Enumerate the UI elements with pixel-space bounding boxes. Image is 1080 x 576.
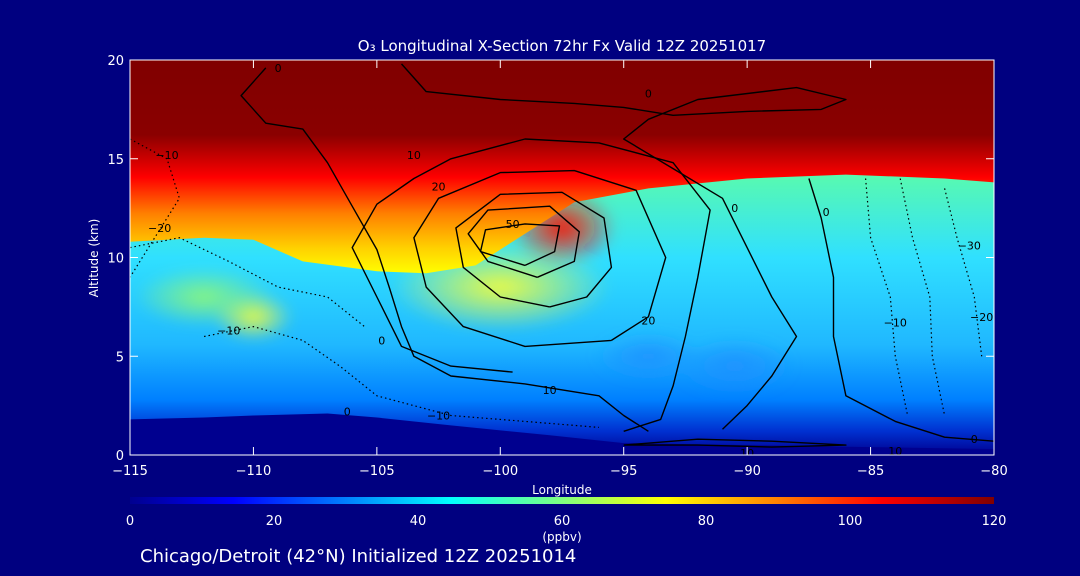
x-tick-label-0: −115: [112, 464, 148, 479]
colorbar-tick-label-6: 120: [982, 514, 1007, 529]
contour-line-1: [400, 63, 847, 430]
contour-line-0: [240, 67, 649, 432]
x-axis-ticks: −115 −110 −105 −100 −95 −90 −85 −80: [112, 60, 1008, 479]
y-tick-label-4: 20: [107, 54, 124, 69]
contour-line-4: [413, 169, 667, 348]
contour-label-19: 10: [888, 445, 902, 458]
x-tick-label-1: −110: [236, 464, 272, 479]
colorbar: [130, 497, 994, 504]
contour-label-15: 10: [543, 384, 557, 397]
contour-line-6: [467, 205, 580, 278]
colorbar-ticks: 0 20 40 60 80 100 120: [126, 514, 1007, 529]
x-tick-label-7: −80: [980, 464, 1007, 479]
contour-label-1: 0: [645, 88, 652, 101]
y-tick-label-3: 15: [107, 153, 124, 168]
contour-label-12: 20: [641, 315, 655, 328]
contour-label-20: 0: [971, 433, 978, 446]
contour-label-10: −10: [217, 325, 240, 338]
colorbar-tick-label-2: 40: [410, 514, 427, 529]
y-axis-ticks: 0 5 10 15 20: [107, 54, 994, 464]
contour-line-5: [455, 191, 613, 308]
contour-label-14: −20: [970, 311, 993, 324]
contour-line-13: [899, 178, 946, 416]
contour-label-11: 0: [378, 334, 385, 347]
x-tick-label-2: −105: [359, 464, 395, 479]
contour-label-5: 50: [506, 218, 520, 231]
contour-line-8: [623, 438, 847, 448]
contour-label-4: 20: [432, 180, 446, 193]
contour-lines: [130, 63, 994, 448]
y-tick-label-1: 5: [116, 350, 124, 365]
contour-label-3: 10: [407, 149, 421, 162]
colorbar-tick-label-4: 80: [698, 514, 715, 529]
contour-line-7: [479, 223, 561, 267]
x-axis-label: Longitude: [532, 483, 592, 497]
colorbar-tick-label-1: 20: [266, 514, 283, 529]
footer-caption: Chicago/Detroit (42°N) Initialized 12Z 2…: [140, 546, 576, 567]
contour-line-14: [944, 188, 983, 357]
contour-line-10: [130, 237, 365, 328]
x-tick-label-6: −85: [857, 464, 884, 479]
y-axis-label: Altitude (km): [87, 219, 101, 298]
colorbar-label: (ppbv): [542, 530, 581, 544]
contour-line-3: [351, 138, 711, 432]
contour-label-16: 0: [344, 406, 351, 419]
contour-label-0: 0: [275, 62, 282, 75]
x-tick-label-4: −95: [610, 464, 637, 479]
contour-label-17: −10: [427, 410, 450, 423]
boundary-layer-field: [130, 413, 994, 455]
field-anomalies: [134, 187, 795, 397]
contour-label-9: −30: [958, 240, 981, 253]
colorbar-tick-label-0: 0: [126, 514, 134, 529]
y-tick-label-0: 0: [116, 449, 124, 464]
chart-title: O₃ Longitudinal X-Section 72hr Fx Valid …: [358, 37, 766, 55]
contour-label-8: 0: [823, 206, 830, 219]
contour-line-12: [865, 178, 909, 416]
field-anomaly-1: [593, 331, 704, 382]
colorbar-tick-label-5: 100: [838, 514, 863, 529]
field-anomaly-4: [134, 267, 275, 327]
contour-label-13: −10: [884, 317, 907, 330]
x-tick-label-3: −100: [482, 464, 518, 479]
contour-line-11: [130, 138, 180, 278]
x-tick-label-5: −90: [733, 464, 760, 479]
stratosphere-field: [130, 60, 994, 274]
contour-label-7: 0: [731, 202, 738, 215]
colorbar-tick-label-3: 60: [554, 514, 571, 529]
contour-label-6: −20: [148, 222, 171, 235]
contour-label-2: −10: [155, 149, 178, 162]
contour-line-2: [808, 178, 994, 442]
field-anomaly-0: [674, 336, 795, 397]
contour-line-9: [203, 326, 600, 428]
y-tick-label-2: 10: [107, 252, 124, 267]
